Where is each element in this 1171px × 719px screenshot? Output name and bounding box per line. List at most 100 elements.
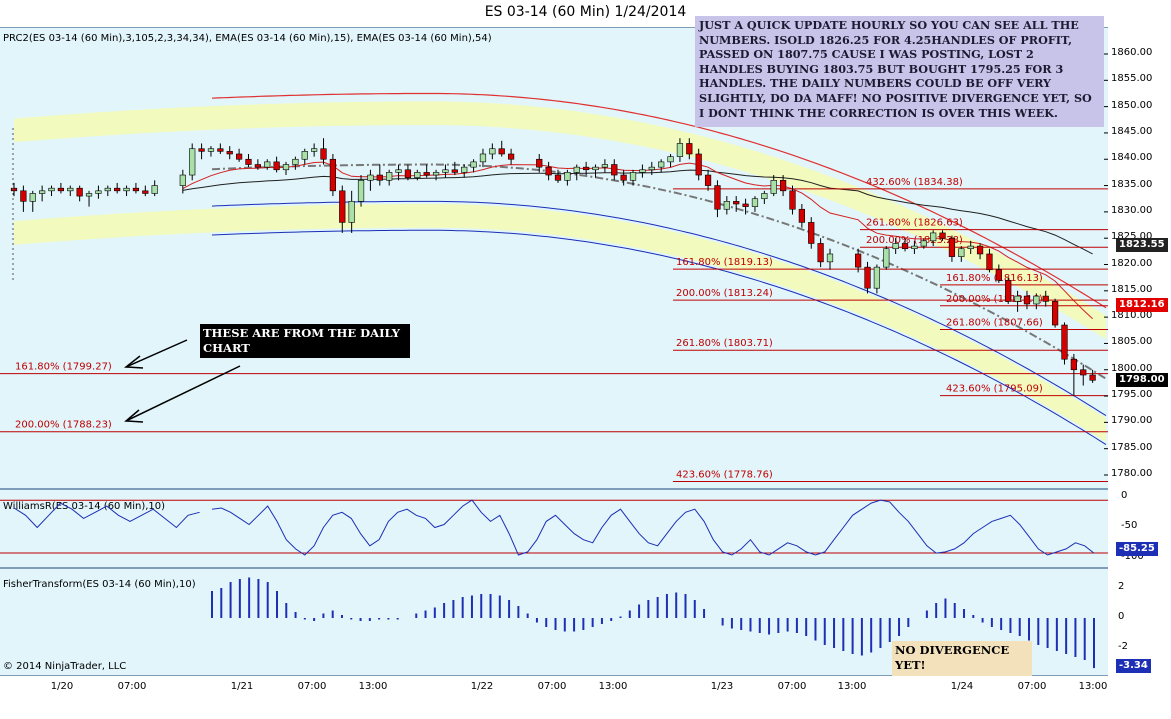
candle-body bbox=[704, 174, 712, 186]
candle-body bbox=[245, 158, 252, 165]
x-axis-label: 1/23 bbox=[710, 681, 734, 692]
candle-body bbox=[1070, 358, 1077, 371]
candle-body bbox=[479, 153, 487, 163]
candle-body bbox=[179, 174, 186, 186]
candle-body bbox=[226, 151, 233, 155]
price-y-tick: 1780.00 bbox=[1111, 468, 1153, 479]
williams-line-early bbox=[13, 502, 200, 529]
candle-body bbox=[114, 187, 121, 192]
price-badge-mid: 1812.16 bbox=[1116, 298, 1168, 312]
candle-body bbox=[554, 174, 562, 181]
candle-body bbox=[592, 166, 599, 171]
candle-body bbox=[451, 169, 458, 173]
price-y-tick: 1860.00 bbox=[1111, 47, 1153, 58]
candle-body bbox=[151, 185, 158, 194]
fisher-panel-title: FisherTransform(ES 03-14 (60 Min),10) bbox=[3, 579, 196, 590]
x-axis-label: 07:00 bbox=[117, 681, 147, 692]
candle-body bbox=[892, 243, 899, 250]
candle-body bbox=[779, 180, 787, 192]
candle-body bbox=[189, 148, 196, 176]
candle-body bbox=[1089, 374, 1096, 381]
fib-label-l4236_c: 423.60% (1778.76) bbox=[676, 470, 773, 481]
williams-badge: -85.25 bbox=[1116, 542, 1158, 556]
candle-body bbox=[292, 158, 299, 165]
arrow-2-head bbox=[124, 409, 144, 423]
window-title: ES 03-14 (60 Min) 1/24/2014 bbox=[484, 4, 687, 20]
candle-body bbox=[1014, 295, 1021, 302]
x-axis-label: 1/20 bbox=[50, 681, 74, 692]
price-y-tick: 1845.00 bbox=[1111, 125, 1153, 137]
candle-body bbox=[207, 148, 215, 152]
price-panel-title: PRC2(ES 03-14 (60 Min),3,105,2,3,34,34),… bbox=[3, 33, 492, 44]
x-axis-label: 1/24 bbox=[950, 681, 974, 692]
price-y-tick: 1840.00 bbox=[1111, 152, 1153, 164]
y-axis-area bbox=[1108, 27, 1171, 677]
williams-panel[interactable]: WilliamsR(ES 03-14 (60 Min),10) bbox=[0, 489, 1108, 568]
candle-body bbox=[751, 198, 759, 207]
candle-body bbox=[695, 153, 702, 176]
candle-body bbox=[357, 180, 365, 202]
williams-y-tick: 0 bbox=[1121, 490, 1128, 501]
fib-label-l2618_b: 261.80% (1807.66) bbox=[946, 317, 1043, 328]
candle-body bbox=[301, 151, 308, 160]
arrow-1 bbox=[125, 339, 188, 368]
fib-levels: 432.60% (1834.38) 261.80% (1826.63) 200.00… bbox=[0, 177, 1108, 483]
candle-body bbox=[986, 253, 993, 271]
williams-line bbox=[211, 499, 1095, 556]
price-y-tick: 1850.00 bbox=[1111, 99, 1153, 111]
candle-body bbox=[1061, 324, 1068, 360]
candle-body bbox=[264, 161, 271, 168]
fisher-y-tick: 2 bbox=[1118, 581, 1125, 592]
candle-body bbox=[855, 253, 862, 268]
candle-body bbox=[95, 190, 102, 194]
no-divergence-note: NO DIVERGENCE YET! bbox=[892, 641, 1032, 676]
candle-body bbox=[1005, 279, 1012, 302]
prc-upper-band bbox=[14, 101, 1106, 340]
trader-note: JUST A QUICK UPDATE HOURLY SO YOU CAN SE… bbox=[695, 16, 1104, 127]
arrows bbox=[123, 339, 241, 423]
daily-chart-note: THESE ARE FROM THE DAILY CHART bbox=[200, 324, 410, 358]
candle-body bbox=[273, 161, 280, 171]
candle-body bbox=[873, 266, 881, 289]
candle-body bbox=[676, 143, 684, 157]
candle-body bbox=[620, 174, 627, 181]
price-y-tick: 1825.00 bbox=[1111, 231, 1153, 243]
candle-body bbox=[442, 169, 449, 173]
x-axis-label: 07:00 bbox=[1017, 681, 1047, 692]
candle-body bbox=[826, 253, 834, 263]
candle-body bbox=[376, 174, 383, 181]
arrow-1-head bbox=[123, 355, 144, 369]
candle-body bbox=[198, 148, 205, 152]
candles bbox=[10, 138, 1096, 397]
price-y-tick: 1815.00 bbox=[1111, 283, 1153, 295]
williams-y-tick: -100 bbox=[1121, 551, 1144, 562]
candle-body bbox=[667, 156, 674, 163]
price-y-tick: 1800.00 bbox=[1111, 362, 1153, 374]
fib-label-daily_2000: 200.00% (1788.23) bbox=[15, 420, 112, 431]
candle-body bbox=[217, 148, 224, 152]
price-y-tick: 1855.00 bbox=[1111, 73, 1153, 85]
candle-body bbox=[573, 166, 580, 173]
candle-body bbox=[789, 190, 796, 210]
candle-body bbox=[733, 201, 740, 205]
candle-body bbox=[461, 166, 468, 173]
last-price-badge: 1798.00 bbox=[1116, 373, 1168, 387]
candle-body bbox=[817, 243, 824, 263]
candle-body bbox=[901, 243, 909, 250]
candle-body bbox=[723, 201, 730, 210]
x-axis-label: 1/21 bbox=[230, 681, 254, 692]
price-y-tick: 1835.00 bbox=[1111, 178, 1153, 190]
candle-body bbox=[1042, 295, 1049, 302]
candle-body bbox=[123, 187, 130, 192]
chart-plot-area: 432.60% (1834.38) 261.80% (1826.63) 200.00… bbox=[0, 53, 1108, 669]
candle-body bbox=[470, 161, 477, 168]
candle-body bbox=[423, 172, 430, 176]
fib-label-l1618_a: 161.80% (1819.13) bbox=[676, 257, 773, 268]
candle-body bbox=[1033, 295, 1040, 305]
candle-body bbox=[367, 174, 374, 181]
fib-label-l1618_b: 161.80% (1816.13) bbox=[946, 273, 1043, 284]
fib-label-daily_1618: 161.80% (1799.27) bbox=[15, 362, 112, 373]
x-axis-label: 1/22 bbox=[470, 681, 494, 692]
x-axis-label: 13:00 bbox=[598, 681, 628, 692]
candle-body bbox=[967, 245, 974, 250]
